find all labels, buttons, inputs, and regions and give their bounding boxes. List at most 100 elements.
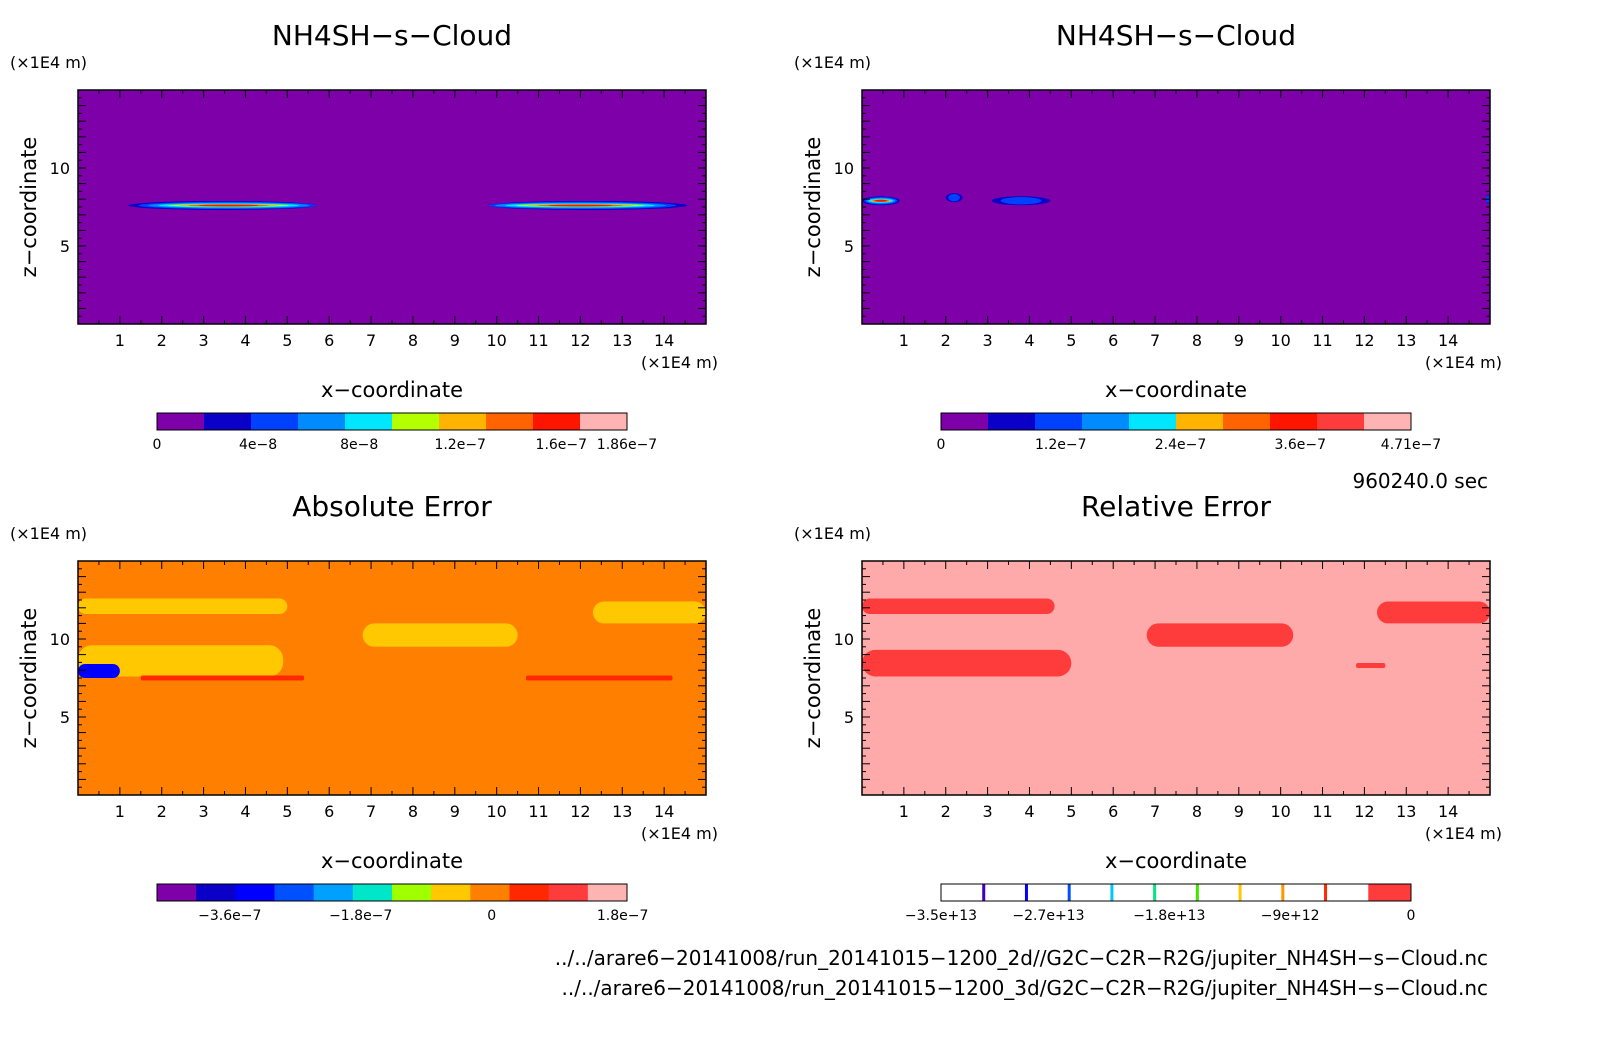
contour-region bbox=[78, 598, 287, 614]
chart-panel-2: NH4SH−s−Cloud(×1E4 m)1 2 3 4 5 6 7 8 9 10 11 12 13 14… bbox=[794, 19, 1502, 453]
plot-field bbox=[862, 561, 1490, 795]
contour-region bbox=[593, 602, 706, 624]
y-tick-label: 5 bbox=[60, 708, 70, 727]
x-tick-label: 1 bbox=[115, 802, 125, 821]
x-unit-label: (×1E4 m) bbox=[1425, 824, 1502, 843]
x-tick-label: 4 bbox=[240, 331, 250, 350]
colorbar-tick-label: 1.2e−7 bbox=[1035, 437, 1087, 453]
y-unit-label: (×1E4 m) bbox=[794, 524, 871, 543]
colorbar-separator bbox=[1068, 884, 1071, 901]
x-tick-label: 1 bbox=[899, 331, 909, 350]
x-tick-label: 3 bbox=[199, 331, 209, 350]
colorbar-separator bbox=[1025, 884, 1028, 901]
colorbar-segment bbox=[1155, 884, 1198, 901]
x-tick-label: 2 bbox=[941, 802, 951, 821]
x-tick-label: 5 bbox=[282, 331, 292, 350]
colorbar-tick-label: 0 bbox=[1407, 908, 1416, 924]
contour-region bbox=[363, 623, 518, 646]
colorbar-segment bbox=[470, 884, 510, 901]
colorbar-segment bbox=[533, 413, 581, 430]
colorbar-separator bbox=[1281, 884, 1284, 901]
y-tick-label: 10 bbox=[50, 159, 70, 178]
x-tick-label: 6 bbox=[324, 802, 334, 821]
colorbar-tick-label: 0 bbox=[937, 437, 946, 453]
colorbar-segment bbox=[510, 884, 550, 901]
x-unit-label: (×1E4 m) bbox=[641, 353, 718, 372]
contour-band bbox=[948, 194, 960, 201]
colorbar-segment bbox=[1326, 884, 1369, 901]
x-tick-label: 12 bbox=[570, 331, 590, 350]
colorbar-segment bbox=[1368, 884, 1411, 901]
colorbar-segment bbox=[1129, 413, 1177, 430]
contour-band bbox=[199, 204, 259, 206]
x-axis-label: x−coordinate bbox=[1105, 378, 1247, 402]
colorbar-segment bbox=[1317, 413, 1365, 430]
x-axis-label: x−coordinate bbox=[321, 849, 463, 873]
x-tick-label: 14 bbox=[1438, 331, 1458, 350]
x-tick-label: 5 bbox=[1066, 331, 1076, 350]
x-tick-label: 10 bbox=[486, 802, 506, 821]
x-tick-label: 7 bbox=[366, 802, 376, 821]
y-unit-label: (×1E4 m) bbox=[10, 524, 87, 543]
x-tick-label: 6 bbox=[1108, 802, 1118, 821]
contour-region bbox=[1147, 623, 1294, 646]
contour-line bbox=[141, 676, 304, 681]
y-axis-label: z−coordinate bbox=[17, 608, 41, 749]
y-axis-label: z−coordinate bbox=[801, 137, 825, 278]
colorbar-tick-label: 8e−8 bbox=[340, 437, 378, 453]
y-tick-label: 5 bbox=[60, 237, 70, 256]
contour-region bbox=[1377, 602, 1490, 624]
y-tick-label: 5 bbox=[844, 708, 854, 727]
x-tick-label: 3 bbox=[199, 802, 209, 821]
colorbar-segment bbox=[1270, 413, 1318, 430]
colorbar-segment bbox=[353, 884, 393, 901]
colorbar-segment bbox=[588, 884, 628, 901]
footer-line-1: ../../arare6−20141008/run_20141015−1200_… bbox=[555, 946, 1488, 970]
y-tick-label: 10 bbox=[834, 159, 854, 178]
colorbar-tick-label: 0 bbox=[153, 437, 162, 453]
y-unit-label: (×1E4 m) bbox=[794, 53, 871, 72]
colorbar-segment bbox=[157, 413, 205, 430]
colorbar-segment bbox=[392, 413, 440, 430]
colorbar-separator bbox=[1153, 884, 1156, 901]
chart-title: Absolute Error bbox=[292, 490, 492, 523]
x-tick-label: 4 bbox=[1024, 802, 1034, 821]
colorbar-tick-label: 1.6e−7 bbox=[536, 437, 588, 453]
colorbar-tick-label: 3.6e−7 bbox=[1274, 437, 1326, 453]
x-tick-label: 1 bbox=[899, 802, 909, 821]
y-tick-label: 10 bbox=[50, 630, 70, 649]
x-tick-label: 10 bbox=[486, 331, 506, 350]
contour-band bbox=[1001, 197, 1042, 204]
colorbar-separator bbox=[1196, 884, 1199, 901]
x-tick-label: 12 bbox=[570, 802, 590, 821]
chart-title: NH4SH−s−Cloud bbox=[1056, 19, 1296, 52]
x-tick-label: 9 bbox=[1234, 331, 1244, 350]
colorbar-segment bbox=[984, 884, 1027, 901]
colorbar-segment bbox=[1035, 413, 1083, 430]
x-tick-label: 9 bbox=[450, 331, 460, 350]
x-tick-label: 9 bbox=[450, 802, 460, 821]
colorbar-segment bbox=[1240, 884, 1283, 901]
colorbar-separator bbox=[1324, 884, 1327, 901]
x-tick-label: 10 bbox=[1270, 331, 1290, 350]
colorbar-segment bbox=[1082, 413, 1130, 430]
x-tick-label: 7 bbox=[1150, 802, 1160, 821]
colorbar-segment bbox=[941, 884, 984, 901]
colorbar-segment bbox=[941, 413, 989, 430]
plot-field bbox=[862, 90, 1490, 324]
x-tick-label: 14 bbox=[654, 802, 674, 821]
colorbar-segment bbox=[204, 413, 252, 430]
x-tick-label: 11 bbox=[1312, 331, 1332, 350]
chart-panel-3: Absolute Error(×1E4 m)1 2 3 4 5 6 7 8 9 10 11 12 13 1… bbox=[10, 490, 718, 924]
colorbar-separator bbox=[1110, 884, 1113, 901]
contour-line bbox=[1356, 663, 1385, 668]
colorbar-tick-label: 4e−8 bbox=[239, 437, 277, 453]
contour-band bbox=[548, 204, 612, 206]
colorbar-tick-label: 4.71e−7 bbox=[1381, 437, 1441, 453]
colorbar-segment bbox=[580, 413, 628, 430]
x-tick-label: 5 bbox=[282, 802, 292, 821]
colorbar-segment bbox=[988, 413, 1036, 430]
colorbar-segment bbox=[235, 884, 275, 901]
colorbar-segment bbox=[298, 413, 346, 430]
